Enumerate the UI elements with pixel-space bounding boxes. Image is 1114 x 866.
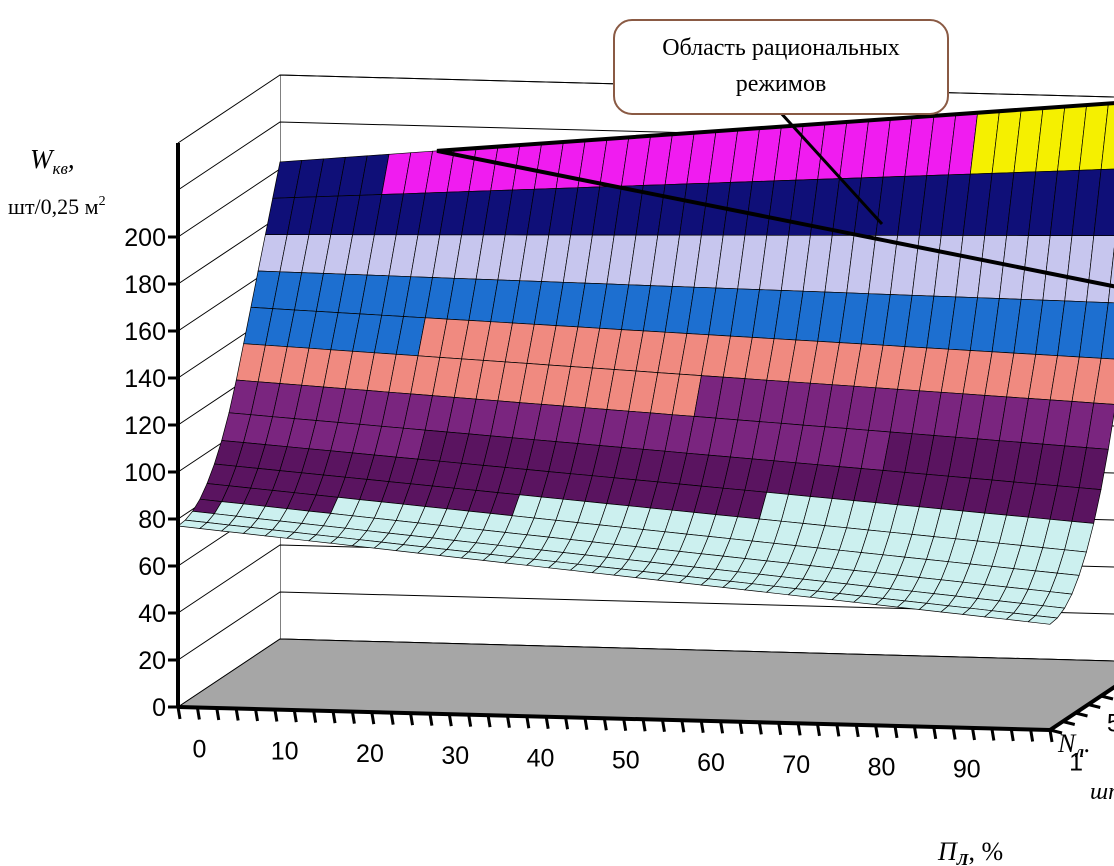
y-tick xyxy=(1049,728,1063,735)
x-tick-label: 50 xyxy=(612,747,640,775)
x-tick xyxy=(699,720,705,734)
x-tick-label: 10 xyxy=(271,738,299,766)
x-tick xyxy=(1048,729,1054,743)
y-tick-label: 5 xyxy=(1107,709,1114,737)
surface-cell xyxy=(1100,302,1114,360)
z-tick-label: 180 xyxy=(124,271,166,299)
x-tick xyxy=(428,713,434,726)
x-tick xyxy=(525,715,531,729)
z-tick-label: 120 xyxy=(124,412,166,440)
x-tick xyxy=(370,711,376,725)
x-tick xyxy=(854,724,860,738)
x-tick xyxy=(273,709,279,722)
x-tick xyxy=(815,723,821,737)
x-tick xyxy=(912,726,918,739)
annotation-line1: Область рациональных xyxy=(662,35,900,61)
x-tick xyxy=(602,717,608,731)
x-tick xyxy=(389,712,395,725)
z-tick-label: 60 xyxy=(138,553,166,581)
x-tick-label: 0 xyxy=(192,735,206,763)
gridline-z-20 xyxy=(177,591,1114,661)
x-tick xyxy=(990,728,996,741)
x-tick-label: 90 xyxy=(953,756,981,784)
x-tick xyxy=(1029,729,1035,742)
x-tick xyxy=(932,726,938,740)
x-tick xyxy=(641,719,647,732)
x-tick xyxy=(719,721,725,734)
z-tick-label: 40 xyxy=(138,600,166,628)
x-tick xyxy=(254,708,259,722)
y-tick xyxy=(1062,720,1076,726)
x-tick-label: 40 xyxy=(527,744,555,772)
z-tick-label: 200 xyxy=(124,224,166,252)
x-tick xyxy=(350,711,356,724)
annotation-callout: Область рациональных режимов xyxy=(613,19,949,226)
x-tick xyxy=(951,727,957,740)
z-tick-label: 100 xyxy=(124,459,166,487)
surface-cell xyxy=(1027,615,1059,625)
surface-cell xyxy=(1100,102,1114,170)
x-tick xyxy=(1009,728,1015,742)
annotation-line2: режимов xyxy=(736,71,827,97)
x-tick xyxy=(312,710,318,723)
x-tick xyxy=(195,707,201,720)
x-tick xyxy=(971,727,976,741)
x-tick xyxy=(564,716,570,730)
x-tick-label: 80 xyxy=(868,753,896,781)
x-tick xyxy=(738,721,744,735)
x-tick xyxy=(796,723,802,736)
z-axis-label: Wкв, xyxy=(30,144,75,178)
x-tick-label: 60 xyxy=(697,749,725,777)
x-tick xyxy=(215,707,221,721)
x-tick-label: 70 xyxy=(782,751,810,779)
z-tick-label: 80 xyxy=(138,506,166,534)
x-tick xyxy=(234,708,240,721)
x-tick xyxy=(292,709,298,723)
annotation-box xyxy=(613,19,949,115)
y-tick xyxy=(1100,694,1114,701)
x-tick xyxy=(583,717,589,730)
x-tick xyxy=(622,718,628,732)
rational-region-outline xyxy=(436,101,1114,289)
y-tick-label: 1 xyxy=(1069,749,1083,777)
x-tick xyxy=(777,722,783,736)
x-tick xyxy=(331,710,337,724)
surface-cell xyxy=(1107,247,1114,304)
x-tick xyxy=(680,720,686,733)
x-axis-label: ПЛ, % xyxy=(937,837,1003,866)
y-tick xyxy=(1087,703,1101,709)
z-tick-label: 160 xyxy=(124,318,166,346)
x-tick xyxy=(757,722,763,735)
y-axis-unit: шт. xyxy=(1090,779,1114,805)
z-tick-label: 20 xyxy=(138,647,166,675)
x-tick xyxy=(874,725,880,738)
y-axis-label: Nл. xyxy=(1057,729,1091,761)
annotation-pointer xyxy=(778,110,884,226)
x-tick xyxy=(893,725,899,739)
z-axis-unit: шт/0,25 м2 xyxy=(8,194,106,219)
chart-axes xyxy=(168,143,1114,743)
x-tick xyxy=(544,716,550,729)
z-tick-label: 0 xyxy=(152,694,166,722)
x-axis-line xyxy=(177,705,1051,732)
x-tick xyxy=(176,706,182,720)
x-tick-label: 30 xyxy=(441,742,469,770)
x-tick xyxy=(447,713,453,727)
x-tick xyxy=(409,712,415,726)
z-tick-label: 140 xyxy=(124,365,166,393)
y-tick xyxy=(1075,711,1088,718)
x-tick xyxy=(835,724,841,737)
x-tick xyxy=(660,719,666,733)
x-tick xyxy=(486,714,492,728)
surface-plot xyxy=(177,101,1114,625)
x-tick-label: 20 xyxy=(356,740,384,768)
x-tick xyxy=(505,715,511,728)
x-tick xyxy=(467,714,473,727)
